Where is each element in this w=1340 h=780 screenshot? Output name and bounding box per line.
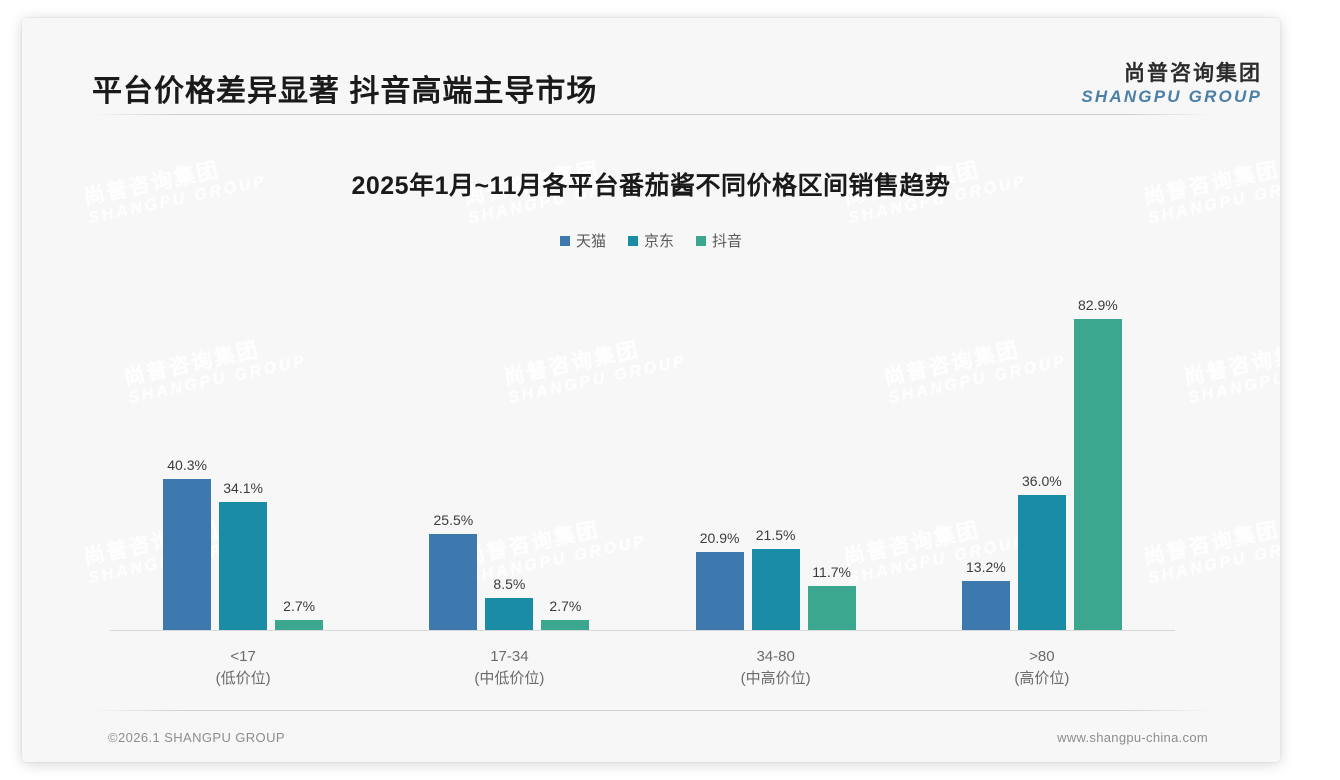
bar-value-label: 40.3% bbox=[167, 456, 207, 473]
legend-item-京东[interactable]: 京东 bbox=[627, 230, 674, 251]
x-axis-label->80: >80 (高价位) bbox=[909, 646, 1175, 690]
legend-item-抖音[interactable]: 抖音 bbox=[696, 230, 742, 251]
legend-item-天猫[interactable]: 天猫 bbox=[559, 230, 606, 251]
legend-label: 京东 bbox=[643, 233, 674, 250]
slide-canvas: 尚普咨询集团 SHANGPU GROUP 尚普咨询集团 SHANGPU GROUP 尚普… bbox=[22, 18, 1280, 762]
bar-京东-<17[interactable]: 34.1% bbox=[219, 480, 268, 630]
bar-京东-17-34[interactable]: 8.5% bbox=[485, 576, 534, 630]
bar-抖音->80[interactable]: 82.9% bbox=[1073, 297, 1122, 630]
x-axis-label-tier: (高价位) bbox=[1014, 669, 1070, 687]
x-axis-label-34-80: 34-80 (中高价位) bbox=[643, 646, 909, 690]
bar-value-label: 25.5% bbox=[433, 512, 474, 529]
bar-抖音-34-80[interactable]: 11.7% bbox=[807, 564, 856, 630]
bar-天猫-<17[interactable]: 40.3% bbox=[163, 457, 212, 630]
bar-value-label: 13.2% bbox=[966, 558, 1006, 575]
logo-english-name: SHANGPU GROUP bbox=[1081, 87, 1262, 107]
bar-天猫-17-34[interactable]: 25.5% bbox=[429, 512, 478, 630]
bar-value-label: 20.9% bbox=[699, 529, 740, 546]
bar-天猫-34-80[interactable]: 20.9% bbox=[695, 530, 744, 630]
x-axis-line bbox=[110, 630, 1175, 631]
x-axis-label-range: <17 bbox=[230, 648, 256, 665]
legend-swatch-icon bbox=[627, 235, 638, 246]
bar-value-label: 11.7% bbox=[812, 564, 851, 581]
bar-value-label: 21.5% bbox=[755, 527, 796, 544]
page-title: 平台价格差异显著 抖音高端主导市场 bbox=[92, 75, 598, 108]
brand-logo: 尚普咨询集团 SHANGPU GROUP bbox=[1081, 62, 1262, 108]
bar-value-label: 2.7% bbox=[283, 597, 316, 614]
bar-京东-34-80[interactable]: 21.5% bbox=[751, 527, 800, 630]
legend-swatch-icon bbox=[696, 235, 706, 246]
slide-header: 平台价格差异显著 抖音高端主导市场 尚普咨询集团 SHANGPU GROUP bbox=[22, 18, 1280, 116]
header-divider bbox=[92, 114, 1212, 115]
footer-copyright: ©2026.1 SHANGPU GROUP bbox=[108, 730, 285, 745]
x-axis-label-tier: (中低价位) bbox=[474, 669, 545, 687]
logo-chinese-name: 尚普咨询集团 bbox=[1124, 62, 1262, 85]
x-axis-label-17-34: 17-34 (中低价位) bbox=[376, 646, 642, 690]
bar-value-label: 8.5% bbox=[493, 576, 526, 593]
bar-京东->80[interactable]: 36.0% bbox=[1017, 473, 1066, 630]
footer-divider bbox=[92, 710, 1212, 711]
bar-value-label: 34.1% bbox=[223, 480, 263, 497]
chart-title: 2025年1月~11月各平台番茄酱不同价格区间销售趋势 bbox=[351, 172, 951, 200]
bar-抖音-<17[interactable]: 2.7% bbox=[275, 598, 324, 630]
x-axis-label-tier: (中高价位) bbox=[740, 669, 811, 687]
x-axis-label-range: 17-34 bbox=[490, 648, 529, 665]
bar-抖音-17-34[interactable]: 2.7% bbox=[541, 598, 590, 630]
bar-value-label: 36.0% bbox=[1022, 473, 1062, 489]
x-axis-label-range: >80 bbox=[1029, 648, 1055, 665]
bar-chart-plot-area: 40.3% 34.1% 2.7% <17 (低价位) 25.5% 8.5% 2.7% 17-34… bbox=[22, 18, 1280, 762]
legend-label: 抖音 bbox=[712, 233, 743, 250]
bar-value-label: 2.7% bbox=[549, 597, 582, 614]
legend-swatch-icon bbox=[559, 235, 570, 246]
legend-label: 天猫 bbox=[575, 233, 606, 250]
bar-天猫->80[interactable]: 13.2% bbox=[961, 559, 1010, 630]
footer-website[interactable]: www.shangpu-china.com bbox=[1057, 730, 1208, 745]
chart-legend: 天猫 京东 抖音 bbox=[22, 230, 1280, 251]
x-axis-label-range: 34-80 bbox=[756, 648, 795, 665]
x-axis-label-tier: (低价位) bbox=[215, 669, 271, 687]
x-axis-label-<17: <17 (低价位) bbox=[110, 646, 376, 690]
bar-value-label: 82.9% bbox=[1078, 297, 1118, 314]
